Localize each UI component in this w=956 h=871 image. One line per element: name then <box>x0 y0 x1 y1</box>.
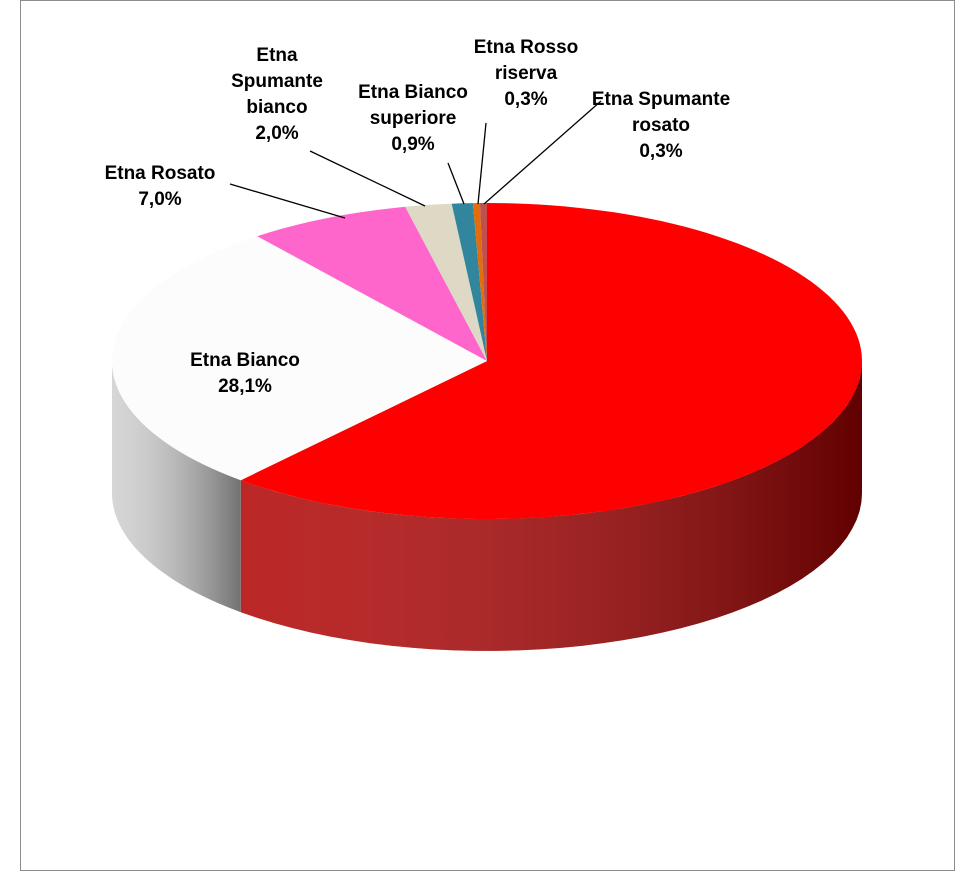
pie-top-layer <box>112 203 863 519</box>
slice-label-etna-rosso-riserva: Etna Rosso riserva 0,3% <box>474 37 579 110</box>
pie-slice-etna-spumante-bianco <box>405 203 487 361</box>
slice-label-line: Etna Bianco <box>358 82 468 103</box>
slice-label-etna-spumante-bianco: Etna Spumante bianco 2,0% <box>231 45 323 144</box>
pie-side-shade-etna-bianco <box>112 361 241 613</box>
slice-label-line: Etna Rosato <box>105 163 216 184</box>
pie-slice-etna-rosso <box>240 203 863 519</box>
slice-label-line: rosato <box>632 115 690 136</box>
slice-label-line: 28,1% <box>218 376 272 397</box>
pie-slice-etna-bianco <box>112 236 487 481</box>
slice-labels: Etna Rosso 61,4% Etna Bianco 28,1% Etna Rosa… <box>105 37 731 397</box>
slice-label-line: 0,3% <box>504 89 547 110</box>
slice-label-line: 61,4% <box>613 344 667 365</box>
pie-slice-etna-bianco-superiore <box>451 203 487 361</box>
slice-label-line: Etna Rosso <box>588 318 693 339</box>
slice-label-etna-spumante-rosato: Etna Spumante rosato 0,3% <box>592 89 730 162</box>
slice-label-line: Etna Spumante <box>592 89 730 110</box>
slice-label-line: riserva <box>495 63 558 84</box>
pie-slice-etna-rosato <box>257 206 487 361</box>
slice-label-line: Etna Bianco <box>190 350 300 371</box>
slice-label-line: 0,3% <box>639 141 682 162</box>
leader-line-etna-spumante-bianco <box>309 150 426 207</box>
pie-side-layer <box>112 361 863 651</box>
leader-line-etna-rosato <box>229 183 346 219</box>
slice-label-etna-rosato: Etna Rosato 7,0% <box>105 163 216 210</box>
slice-label-line: bianco <box>246 97 307 118</box>
pie-side-shade-etna-rosso <box>240 361 863 651</box>
leader-lines <box>229 100 602 219</box>
leader-line-etna-spumante-rosato <box>483 100 602 205</box>
pie-slice-etna-spumante-rosato <box>479 203 487 361</box>
slice-label-etna-bianco: Etna Bianco 28,1% <box>190 350 300 397</box>
slice-label-etna-rosso: Etna Rosso 61,4% <box>588 318 693 365</box>
slice-label-line: 0,9% <box>391 134 434 155</box>
leader-line-etna-bianco-superiore <box>447 162 465 205</box>
slice-label-line: superiore <box>370 108 457 129</box>
slice-label-etna-bianco-superiore: Etna Bianco superiore 0,9% <box>358 82 468 155</box>
slice-label-line: Etna <box>256 45 298 66</box>
slice-label-line: 2,0% <box>255 123 298 144</box>
slice-label-line: Etna Rosso <box>474 37 579 58</box>
leader-line-etna-rosso-riserva <box>477 122 487 205</box>
slice-label-line: 7,0% <box>138 189 181 210</box>
pie-slice-etna-rosso-riserva <box>472 203 487 361</box>
slice-label-line: Spumante <box>231 71 323 92</box>
